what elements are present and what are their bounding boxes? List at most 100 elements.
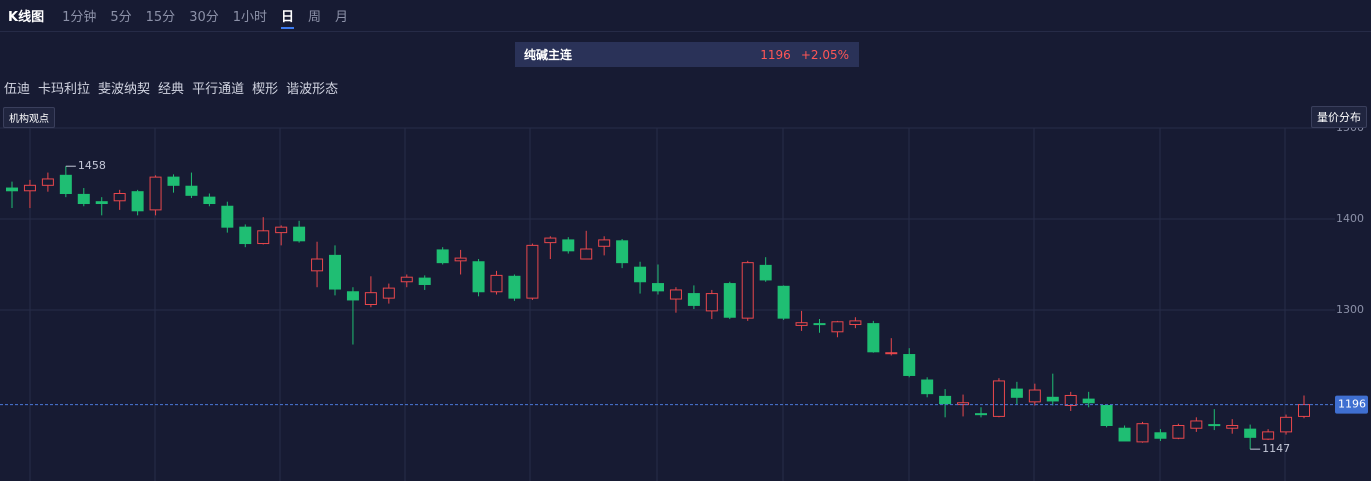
candle-body: [472, 261, 485, 293]
period-option[interactable]: 月: [335, 10, 349, 25]
candle-body: [454, 257, 467, 262]
candle-body: [759, 264, 772, 281]
period-option[interactable]: 日: [281, 10, 295, 29]
candle-body: [687, 293, 700, 306]
candle-body: [400, 276, 413, 283]
candle-body: [795, 322, 808, 326]
instrument-name: 纯碱主连: [524, 48, 573, 62]
candle-body: [1028, 389, 1041, 403]
candle-body: [418, 277, 431, 285]
candle-body: [992, 380, 1005, 417]
period-option[interactable]: 5分: [110, 10, 132, 25]
candle-body: [149, 176, 162, 211]
candle-body: [777, 285, 790, 319]
period-option[interactable]: 1小时: [232, 10, 268, 25]
candle-body: [705, 293, 718, 312]
candle-body: [921, 379, 934, 395]
candle-body: [634, 266, 647, 283]
candle-body: [1208, 424, 1221, 427]
candle-body: [741, 262, 754, 319]
candle-body: [1262, 431, 1275, 440]
chart-type[interactable]: K线图: [8, 10, 45, 25]
candle-body: [239, 226, 252, 245]
candle-body: [382, 287, 395, 299]
candle-body: [1010, 388, 1023, 398]
candle-body: [885, 352, 898, 355]
candle-body: [867, 323, 880, 353]
period-option[interactable]: 周: [308, 10, 322, 25]
candle-body: [1046, 396, 1059, 402]
y-tick-label: 1300: [1336, 303, 1364, 316]
candle-body: [1154, 432, 1167, 439]
instrument-change: +2.05%: [800, 47, 849, 62]
candle-body: [185, 185, 198, 196]
tool-option[interactable]: 谐波形态: [286, 82, 339, 97]
candle-body: [257, 230, 270, 245]
candle-body: [544, 237, 557, 244]
candle-body: [346, 291, 359, 301]
candle-body: [975, 413, 987, 416]
candle-body: [562, 239, 575, 252]
candle-body: [903, 354, 916, 376]
volume-profile-button[interactable]: 量价分布: [1311, 106, 1367, 128]
candle-body: [1172, 425, 1185, 439]
tool-option[interactable]: 经典: [158, 82, 185, 97]
period-option[interactable]: 15分: [145, 10, 176, 25]
candle-body: [598, 239, 611, 247]
candle-body: [1226, 425, 1239, 429]
candle-body: [831, 321, 844, 333]
candle-body: [1280, 416, 1293, 433]
candle-body: [23, 184, 36, 192]
candle-body: [1118, 427, 1131, 442]
candle-body: [77, 193, 90, 205]
instrument-bar[interactable]: 纯碱主连 1196 +2.05%: [515, 42, 859, 67]
candle-body: [580, 248, 593, 260]
last-price-tag: [1335, 395, 1368, 414]
candle-body: [723, 283, 736, 318]
period-option[interactable]: 1分钟: [62, 10, 97, 25]
drawing-tools: 伍迪 卡玛利拉 斐波纳契 经典 平行通道 楔形 谐波形态: [4, 78, 346, 97]
candle-body: [221, 205, 234, 228]
candle-body: [1190, 420, 1203, 429]
candle-body: [203, 196, 216, 205]
time-grid: [29, 128, 1286, 481]
instrument-price: 1196: [760, 47, 791, 62]
low-label: 1147: [1262, 442, 1290, 455]
candle-body: [275, 226, 288, 234]
candle-body: [652, 283, 664, 292]
candle-body: [167, 176, 180, 186]
toolbar: K线图 1分钟 5分 15分 30分 1小时日周月: [0, 0, 1371, 32]
candle-body: [59, 174, 72, 195]
y-tick-label: 1400: [1336, 212, 1364, 225]
candle-body: [329, 254, 341, 290]
candle-body: [1064, 394, 1077, 406]
tool-option[interactable]: 伍迪: [4, 82, 31, 97]
candle-body: [131, 191, 144, 212]
tool-option[interactable]: 平行通道: [192, 82, 245, 97]
candle-body: [364, 292, 377, 305]
candle-body: [939, 395, 952, 405]
period-option[interactable]: 30分: [189, 10, 219, 25]
candle-body: [490, 274, 503, 293]
candle-body: [6, 187, 18, 192]
candle-body: [508, 275, 521, 299]
candle-body: [95, 201, 108, 205]
candle-body: [526, 244, 539, 299]
candle-body: [311, 258, 324, 272]
views-badge[interactable]: 机构观点: [3, 107, 55, 128]
candle-body: [669, 289, 682, 300]
tool-option[interactable]: 卡玛利拉: [38, 82, 91, 97]
candle-body: [41, 178, 54, 186]
candle-body: [1136, 423, 1149, 443]
last-price-label: 1196: [1338, 398, 1366, 411]
candle-body: [1082, 398, 1095, 404]
candle-body: [1100, 404, 1113, 427]
candle-body: [436, 249, 449, 264]
candle-body: [957, 402, 970, 406]
tool-option[interactable]: 斐波纳契: [98, 82, 151, 97]
periods: 1分钟 5分 15分 30分 1小时日周月: [62, 6, 362, 29]
candle-body: [1244, 428, 1257, 438]
high-label: 1458: [78, 159, 106, 172]
tool-option[interactable]: 楔形: [252, 82, 279, 97]
